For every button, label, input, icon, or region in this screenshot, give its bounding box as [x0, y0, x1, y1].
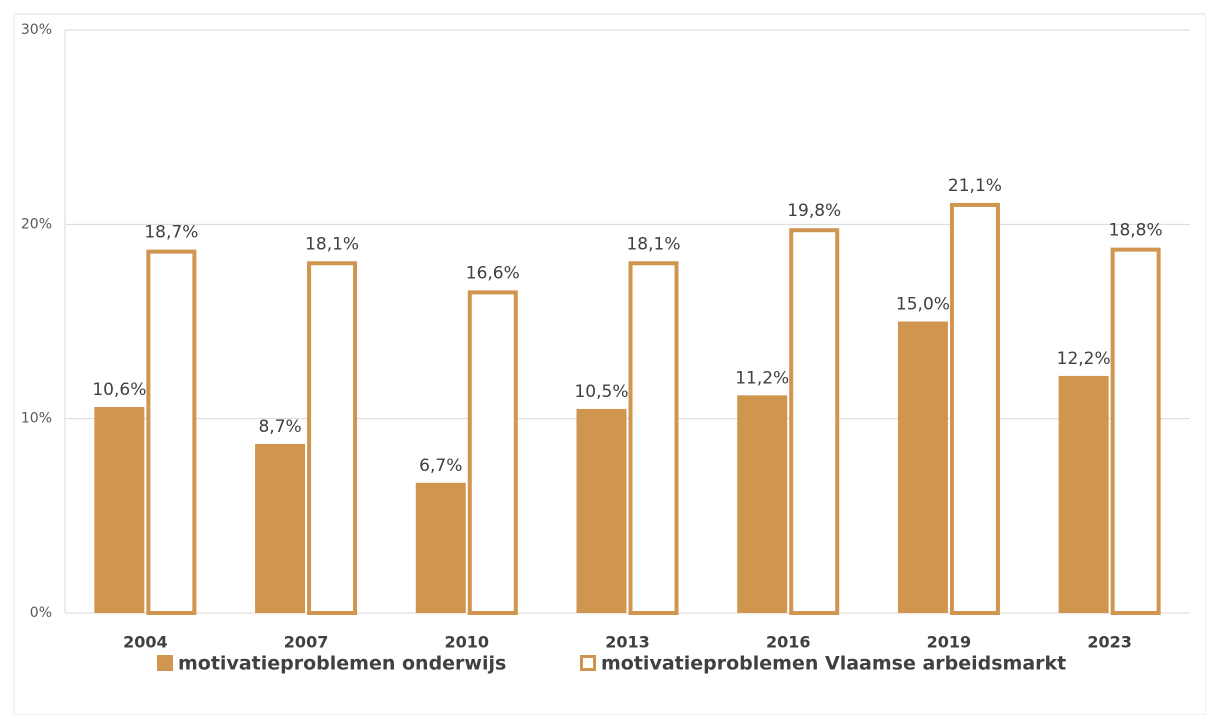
x-tick-label: 2010: [445, 633, 490, 652]
value-label: 10,6%: [92, 380, 146, 400]
bar: [737, 395, 788, 613]
value-label: 10,5%: [574, 382, 628, 402]
y-tick-label: 10%: [21, 411, 52, 427]
bar: [255, 443, 306, 613]
x-tick-label: 2007: [284, 633, 329, 652]
value-label: 6,7%: [419, 456, 462, 476]
bar: [576, 408, 627, 613]
bar: [628, 261, 679, 615]
x-tick-label: 2004: [123, 633, 168, 652]
bar: [1110, 247, 1161, 616]
x-tick-label: 2016: [766, 633, 811, 652]
value-label: 12,2%: [1057, 349, 1111, 369]
legend-label: motivatieproblemen onderwijs: [178, 653, 506, 675]
y-tick-label: 20%: [21, 216, 52, 232]
bar: [949, 202, 1000, 615]
bar: [94, 407, 145, 613]
bar: [467, 290, 518, 615]
value-label: 18,7%: [144, 223, 198, 243]
value-label: 8,7%: [258, 417, 301, 437]
y-tick-label: 30%: [21, 22, 52, 38]
value-label: 21,1%: [948, 176, 1002, 196]
value-label: 15,0%: [896, 295, 950, 315]
bar: [307, 261, 358, 615]
bar: [146, 249, 197, 615]
value-label: 16,6%: [466, 263, 520, 283]
value-label: 11,2%: [735, 368, 789, 388]
legend-marker: [580, 655, 596, 671]
legend-label: motivatieproblemen Vlaamse arbeidsmarkt: [601, 653, 1066, 675]
bar: [897, 321, 948, 613]
bar: [789, 228, 840, 615]
x-tick-label: 2023: [1087, 633, 1132, 652]
y-tick-label: 0%: [30, 605, 52, 621]
x-tick-label: 2013: [605, 633, 650, 652]
legend-marker: [157, 655, 173, 671]
value-label: 19,8%: [787, 201, 841, 221]
x-tick-label: 2019: [927, 633, 972, 652]
value-label: 18,1%: [626, 234, 680, 254]
value-label: 18,8%: [1109, 221, 1163, 241]
bar: [415, 482, 466, 613]
value-label: 18,1%: [305, 234, 359, 254]
bar: [1058, 375, 1109, 613]
